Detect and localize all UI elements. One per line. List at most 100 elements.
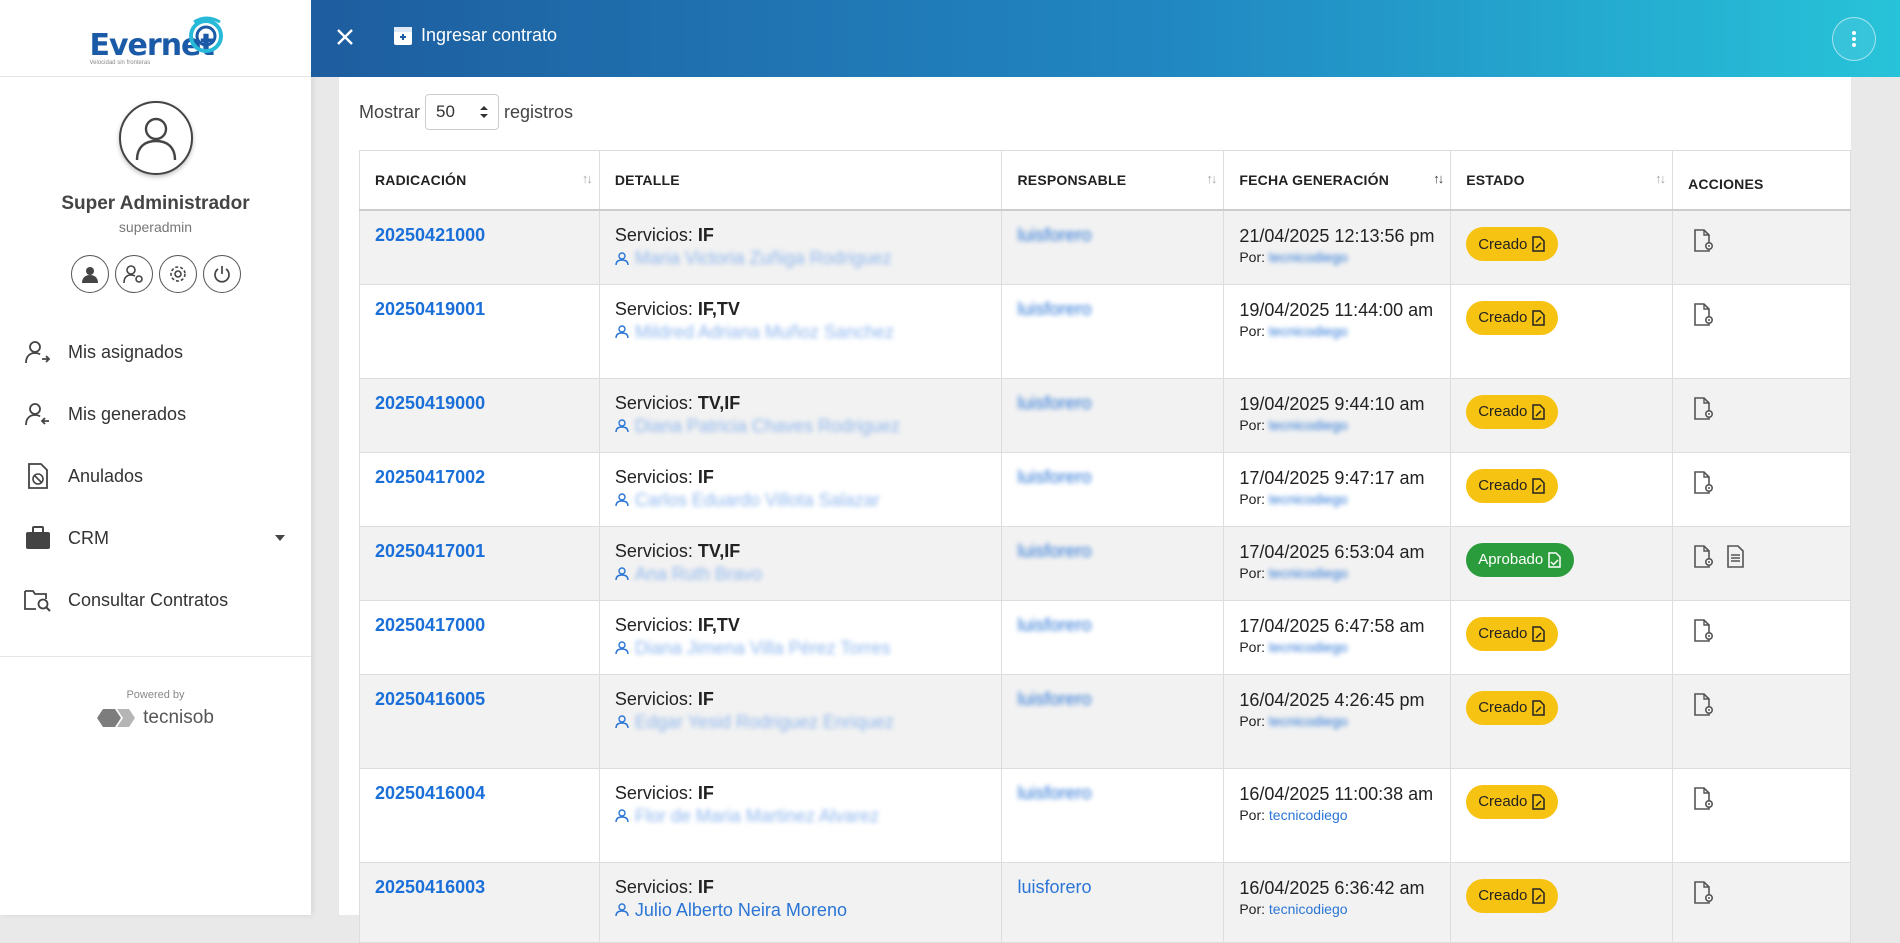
radicacion-link[interactable]: 20250416004 (375, 782, 486, 803)
edit-contract-button[interactable] (1693, 229, 1715, 258)
evernet-logo[interactable]: Evernet Velocidad sin fronteras (86, 8, 226, 68)
status-badge[interactable]: Creado (1466, 468, 1559, 503)
created-by-link[interactable]: tecnicodiego (1268, 322, 1348, 339)
client-link[interactable]: Diana Patricia Chaves Rodriguez (615, 416, 987, 437)
edit-contract-button[interactable] (1693, 786, 1715, 816)
radicacion-link[interactable]: 20250417000 (375, 614, 486, 635)
logo-tagline: Velocidad sin fronteras (89, 60, 151, 66)
client-link[interactable]: Mildred Adriana Muñoz Sanchez (615, 322, 987, 343)
edit-contract-button[interactable] (1693, 470, 1715, 500)
status-badge[interactable]: Creado (1466, 616, 1559, 651)
radicacion-link[interactable]: 20250417002 (375, 466, 486, 487)
client-user-icon (615, 641, 629, 655)
responsable-link[interactable]: luisforero (1017, 392, 1092, 413)
responsable-link[interactable]: luisforero (1017, 876, 1092, 897)
profile-button[interactable] (70, 255, 109, 293)
status-badge[interactable]: Creado (1466, 227, 1559, 261)
table-row: 20250421000 Servicios: IF Maria Victoria Z… (359, 209, 1851, 285)
responsable-link[interactable]: luisforero (1017, 540, 1092, 561)
client-name: Diana Jimena Villa Pérez Torres (634, 637, 891, 658)
created-by-link[interactable]: tecnicodiego (1268, 806, 1348, 823)
status-badge[interactable]: Creado (1466, 784, 1559, 819)
created-by-link[interactable]: tecnicodiego (1268, 249, 1348, 265)
cell-estado: Creado (1450, 377, 1674, 453)
edit-contract-button[interactable] (1693, 396, 1715, 426)
settings-button[interactable] (158, 255, 197, 293)
radicacion-link[interactable]: 20250416003 (375, 876, 486, 897)
user-settings-icon (122, 265, 143, 284)
column-header-fecha-generacion[interactable]: FECHA GENERACIÓN ↑↓ (1223, 150, 1452, 211)
logout-button[interactable] (202, 255, 241, 293)
edit-file-icon (1532, 625, 1546, 642)
created-by-link[interactable]: tecnicodiego (1268, 638, 1348, 655)
radicacion-link[interactable]: 20250419001 (375, 298, 486, 319)
sidebar-item-consultar-contratos[interactable]: Consultar Contratos (0, 569, 311, 631)
user-login: superadmin (118, 219, 193, 235)
responsable-link[interactable]: luisforero (1017, 782, 1092, 803)
status-label: Creado (1478, 887, 1528, 904)
table-row: 20250417002 Servicios: IF Carlos Eduardo V… (359, 451, 1851, 527)
created-by-link[interactable]: tecnicodiego (1268, 490, 1348, 507)
status-badge[interactable]: Creado (1466, 690, 1559, 725)
sidebar-item-crm[interactable]: CRM (0, 507, 311, 569)
created-by-link[interactable]: tecnicodiego (1268, 416, 1348, 433)
client-link[interactable]: Edgar Yesid Rodriguez Enriquez (615, 712, 987, 733)
client-link[interactable]: Ana Ruth Bravo (615, 564, 987, 585)
edit-file-icon (1532, 477, 1546, 494)
created-by-link[interactable]: tecnicodiego (1268, 712, 1348, 729)
sidebar-item-mis-generados[interactable]: Mis generados (0, 383, 311, 445)
status-badge[interactable]: Creado (1466, 394, 1559, 429)
radicacion-link[interactable]: 20250416005 (375, 688, 486, 709)
radicacion-link[interactable]: 20250419000 (375, 392, 486, 413)
created-by-label: Por: (1239, 249, 1269, 265)
status-badge[interactable]: Creado (1466, 300, 1559, 335)
add-contract-button[interactable]: Ingresar contrato (393, 25, 557, 46)
column-header-estado[interactable]: ESTADO ↑↓ (1450, 150, 1674, 211)
edit-contract-button[interactable] (1693, 880, 1715, 910)
cell-acciones (1672, 599, 1851, 675)
client-link[interactable]: Flor de Maria Martinez Alvarez (615, 806, 987, 827)
radicacion-link[interactable]: 20250421000 (375, 225, 486, 245)
created-by-link[interactable]: tecnicodiego (1268, 564, 1348, 581)
status-badge[interactable]: Creado (1466, 878, 1559, 913)
client-user-icon (615, 715, 629, 729)
fecha-text: 16/04/2025 6:36:42 am (1239, 877, 1425, 898)
client-link[interactable]: Julio Alberto Neira Moreno (615, 900, 987, 921)
user-settings-button[interactable] (114, 255, 153, 293)
column-header-radicacion[interactable]: RADICACIÓN ↑↓ (359, 150, 600, 211)
edit-file-icon (1532, 793, 1546, 810)
client-user-icon (615, 251, 629, 265)
edit-contract-button[interactable] (1693, 618, 1715, 648)
client-link[interactable]: Maria Victoria Zuñiga Rodriguez (615, 248, 987, 269)
column-header-label: ACCIONES (1688, 176, 1764, 192)
page-size-control: Mostrar 50 registros (359, 94, 573, 130)
document-settings-icon (1694, 786, 1714, 810)
page-size-select[interactable]: 50 (425, 94, 500, 130)
column-header-label: RADICACIÓN (375, 172, 467, 188)
responsable-link[interactable]: luisforero (1017, 225, 1092, 245)
edit-contract-button[interactable] (1693, 692, 1715, 722)
responsable-link[interactable]: luisforero (1017, 614, 1092, 635)
sidebar-item-mis-asignados[interactable]: Mis asignados (0, 321, 311, 383)
cell-responsable: luisforero (1001, 673, 1225, 769)
avatar[interactable] (118, 101, 193, 175)
cell-radicacion: 20250417002 (359, 451, 600, 527)
logo-ring-icon (188, 16, 223, 53)
client-link[interactable]: Diana Jimena Villa Pérez Torres (615, 638, 987, 659)
close-button[interactable] (335, 27, 355, 52)
more-options-button[interactable] (1832, 17, 1876, 61)
responsable-link[interactable]: luisforero (1017, 466, 1092, 487)
view-contract-button[interactable] (1727, 544, 1745, 574)
responsable-link[interactable]: luisforero (1017, 298, 1092, 319)
edit-contract-button[interactable] (1693, 302, 1715, 332)
created-by-link[interactable]: tecnicodiego (1268, 900, 1348, 917)
sidebar-item-anulados[interactable]: Anulados (0, 445, 311, 507)
services-label: Servicios: (614, 392, 698, 413)
responsable-link[interactable]: luisforero (1017, 688, 1092, 709)
radicacion-link[interactable]: 20250417001 (375, 540, 486, 561)
status-badge[interactable]: Aprobado (1466, 542, 1575, 577)
edit-contract-button[interactable] (1693, 544, 1715, 574)
client-link[interactable]: Carlos Eduardo Villota Salazar (615, 490, 987, 511)
column-header-responsable[interactable]: RESPONSABLE ↑↓ (1001, 150, 1225, 211)
sort-icon: ↑↓ (1206, 171, 1217, 186)
